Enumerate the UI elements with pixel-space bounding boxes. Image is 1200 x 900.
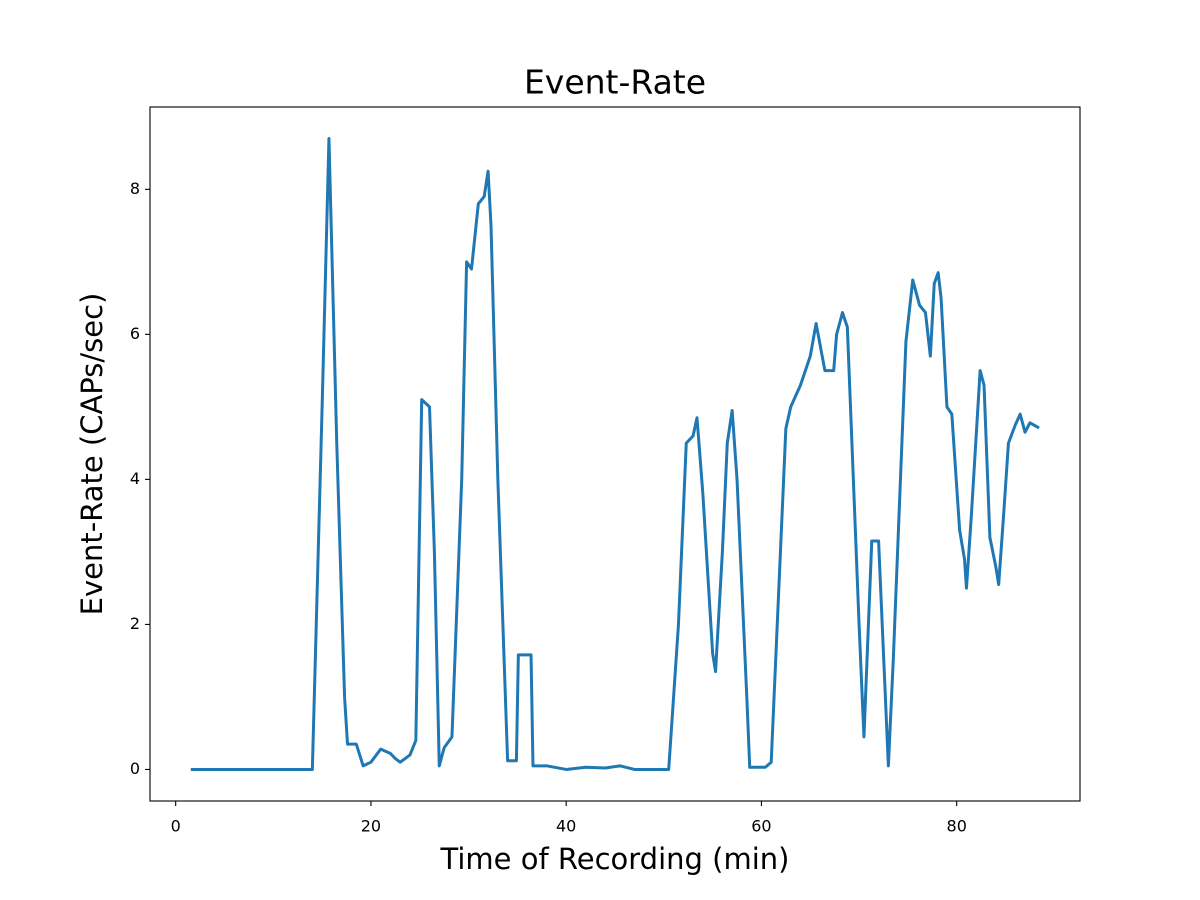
x-tick-label: 60 bbox=[751, 817, 771, 836]
chart-title: Event-Rate bbox=[524, 63, 706, 102]
plot-frame bbox=[149, 106, 1081, 802]
y-tick-label: 2 bbox=[130, 614, 140, 633]
y-tick-label: 4 bbox=[130, 469, 140, 488]
y-tick-label: 6 bbox=[130, 324, 140, 343]
x-tick-label: 0 bbox=[171, 817, 181, 836]
y-tick-label: 0 bbox=[130, 759, 140, 778]
x-tick-label: 40 bbox=[556, 817, 576, 836]
y-axis-label: Event-Rate (CAPs/sec) bbox=[75, 293, 109, 616]
y-tick-label: 8 bbox=[130, 179, 140, 198]
data-line bbox=[190, 137, 1040, 771]
x-axis-label: Time of Recording (min) bbox=[440, 842, 790, 876]
x-tick-label: 20 bbox=[361, 817, 381, 836]
x-tick-label: 80 bbox=[947, 817, 967, 836]
